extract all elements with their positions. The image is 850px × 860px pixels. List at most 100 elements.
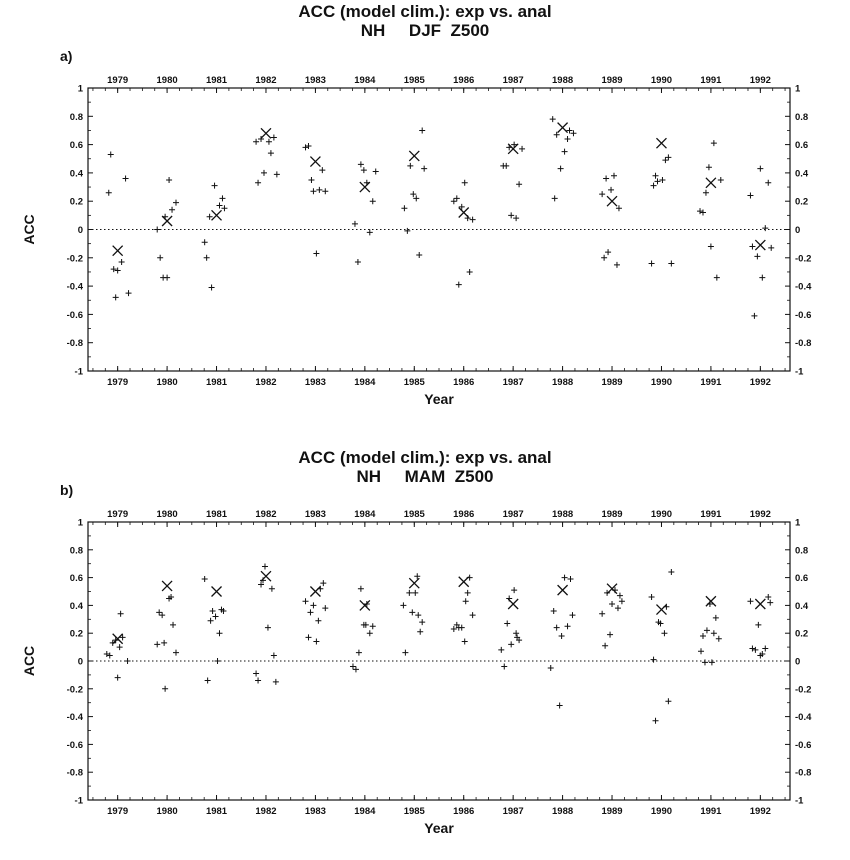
- data-point-plus: [458, 624, 465, 631]
- data-point-plus: [114, 267, 121, 274]
- data-point-cross: [458, 207, 470, 218]
- scatter-plot-b: -1 -1 -0.8 -0.8 -0.6 -0.6 -0.4 -0.4 -0.2 -0.2 0 0 0.…: [21, 509, 812, 836]
- panel-a: ACC (model clim.): exp vs. anal NH DJF Z…: [21, 2, 812, 407]
- x-tick-label-bottom: 1990: [651, 377, 672, 388]
- data-point-plus: [469, 612, 476, 619]
- data-point-plus: [406, 589, 413, 596]
- x-tick-label-bottom: 1979: [107, 377, 128, 388]
- data-point-plus: [455, 281, 462, 288]
- x-tick-label-bottom: 1984: [354, 806, 376, 817]
- y-tick-label-left: 1: [78, 518, 84, 529]
- x-tick-label-top: 1992: [750, 75, 771, 86]
- data-point-plus: [566, 127, 573, 134]
- data-point-plus: [462, 598, 469, 605]
- data-point-plus: [157, 254, 164, 261]
- y-tick-label-right: -1: [795, 367, 804, 378]
- data-point-plus: [767, 599, 774, 606]
- data-point-cross: [507, 598, 519, 610]
- data-point-plus: [698, 648, 705, 655]
- data-point-plus: [668, 260, 675, 267]
- panel-label: b): [60, 482, 74, 498]
- x-tick-label-top: 1980: [157, 75, 178, 86]
- data-point-plus: [253, 138, 260, 145]
- x-tick-label-top: 1987: [503, 75, 524, 86]
- y-tick-label-right: -0.4: [795, 712, 812, 723]
- panel-label: a): [60, 48, 73, 64]
- data-point-plus: [221, 205, 228, 212]
- data-point-plus: [618, 598, 625, 605]
- data-point-plus: [270, 134, 277, 141]
- y-tick-label-right: 1: [795, 84, 801, 95]
- data-point-cross: [112, 245, 124, 257]
- data-point-plus: [603, 175, 610, 182]
- data-point-plus: [400, 602, 407, 609]
- y-tick-label-right: 0.6: [795, 573, 808, 584]
- x-tick-label-top: 1992: [750, 509, 771, 520]
- data-point-plus: [713, 274, 720, 281]
- y-tick-label-left: -0.8: [67, 338, 83, 349]
- data-point-plus: [715, 635, 722, 642]
- data-point-plus: [255, 677, 262, 684]
- x-tick-label-top: 1983: [305, 75, 326, 86]
- data-point-plus: [759, 274, 766, 281]
- data-point-cross: [705, 177, 717, 189]
- x-axis-label: Year: [424, 820, 454, 836]
- y-tick-label-left: 0.2: [70, 629, 83, 640]
- x-tick-label-top: 1989: [601, 75, 622, 86]
- x-tick-label-top: 1985: [404, 509, 426, 520]
- data-point-cross: [557, 122, 569, 134]
- data-point-plus: [366, 229, 373, 236]
- data-point-plus: [751, 312, 758, 319]
- data-point-plus: [668, 569, 675, 576]
- y-tick-label-left: 0.4: [70, 168, 84, 179]
- data-point-cross: [359, 181, 371, 193]
- y-tick-label-right: -0.8: [795, 338, 811, 349]
- y-axis-label: ACC: [21, 646, 37, 676]
- data-point-plus: [561, 148, 568, 155]
- data-point-cross: [309, 156, 321, 168]
- data-point-plus: [710, 140, 717, 147]
- data-point-plus: [650, 182, 657, 189]
- y-tick-label-left: -0.8: [67, 768, 83, 779]
- data-point-plus: [204, 677, 211, 684]
- x-tick-label-bottom: 1985: [404, 806, 426, 817]
- data-point-plus: [313, 250, 320, 257]
- data-point-plus: [464, 589, 471, 596]
- data-point-plus: [357, 161, 364, 168]
- data-point-plus: [703, 627, 710, 634]
- data-point-plus: [747, 192, 754, 199]
- x-tick-label-bottom: 1984: [354, 377, 376, 388]
- data-point-plus: [172, 649, 179, 656]
- x-tick-label-top: 1979: [107, 75, 128, 86]
- y-tick-label-left: -0.6: [67, 310, 83, 321]
- x-tick-label-bottom: 1989: [601, 806, 622, 817]
- data-point-plus: [124, 658, 131, 664]
- data-point-plus: [414, 573, 421, 580]
- data-point-plus: [513, 215, 520, 222]
- data-point-plus: [270, 652, 277, 659]
- data-point-plus: [118, 259, 125, 266]
- data-point-plus: [172, 199, 179, 206]
- data-point-plus: [616, 592, 623, 599]
- data-point-cross: [161, 215, 173, 227]
- panel-b: ACC (model clim.): exp vs. anal NH MAM Z…: [0, 430, 850, 860]
- chart-title-line1: ACC (model clim.): exp vs. anal: [298, 2, 552, 21]
- y-tick-label-right: 0.6: [795, 140, 808, 151]
- x-tick-label-top: 1983: [305, 509, 326, 520]
- data-point-plus: [609, 601, 616, 608]
- data-point-plus: [652, 717, 659, 724]
- y-tick-label-left: -0.4: [67, 282, 84, 293]
- data-point-plus: [349, 663, 356, 670]
- data-point-plus: [402, 649, 409, 656]
- data-point-plus: [601, 254, 608, 261]
- data-point-plus: [201, 239, 208, 246]
- y-tick-label-left: -1: [75, 367, 84, 378]
- y-tick-label-left: 0.4: [70, 601, 84, 612]
- data-point-plus: [605, 249, 612, 256]
- x-tick-label-top: 1986: [453, 509, 474, 520]
- x-tick-label-bottom: 1987: [503, 377, 524, 388]
- x-tick-label-bottom: 1987: [503, 806, 524, 817]
- data-point-plus: [401, 205, 408, 212]
- data-point-plus: [501, 663, 508, 670]
- data-point-plus: [661, 630, 668, 637]
